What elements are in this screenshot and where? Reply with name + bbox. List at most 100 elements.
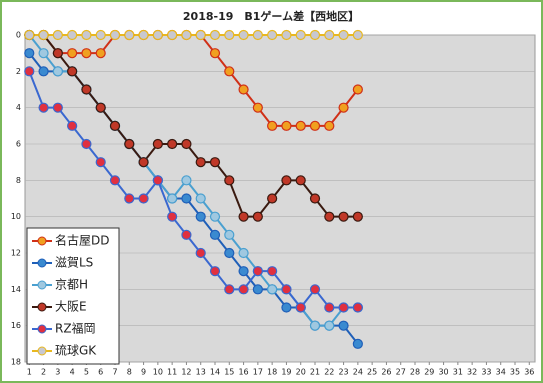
x-tick-label: 20 <box>296 368 306 377</box>
data-point <box>81 29 92 41</box>
data-point <box>295 29 306 41</box>
data-point <box>38 29 49 41</box>
data-point <box>252 266 263 277</box>
x-tick-label: 9 <box>141 368 146 377</box>
data-point <box>167 138 178 150</box>
data-point <box>281 120 292 131</box>
data-point <box>252 102 263 113</box>
data-point <box>38 48 49 59</box>
x-tick-label: 10 <box>153 368 163 377</box>
data-point <box>38 66 49 77</box>
data-point <box>195 193 206 204</box>
x-tick-label: 17 <box>253 368 263 377</box>
data-point <box>309 120 321 131</box>
data-point <box>295 175 306 186</box>
x-tick-label: 1 <box>27 368 32 377</box>
data-point <box>224 29 235 41</box>
data-point <box>238 247 249 259</box>
data-point <box>52 66 63 77</box>
data-point <box>267 29 278 41</box>
data-point <box>67 48 78 59</box>
legend-label: 京都H <box>55 278 88 292</box>
data-point <box>338 211 349 222</box>
data-point <box>324 302 335 313</box>
data-point <box>138 193 149 204</box>
x-tick-label: 26 <box>381 368 391 377</box>
x-tick-label: 11 <box>167 368 177 377</box>
data-point <box>167 193 178 204</box>
data-point <box>224 66 235 77</box>
legend-marker <box>37 346 47 356</box>
data-point <box>138 157 149 168</box>
data-point <box>109 120 121 131</box>
data-point <box>352 84 363 95</box>
data-point <box>209 211 221 222</box>
data-point <box>324 211 335 222</box>
x-tick-label: 33 <box>481 368 491 377</box>
legend-label: 琉球GK <box>55 344 97 358</box>
y-tick-label: 14 <box>11 285 21 294</box>
data-point <box>124 193 135 204</box>
x-tick-label: 3 <box>55 368 60 377</box>
data-point <box>209 266 221 277</box>
data-point <box>67 29 78 41</box>
data-point <box>281 284 292 295</box>
data-point <box>352 211 363 222</box>
data-point <box>281 302 292 313</box>
data-point <box>95 157 106 168</box>
data-point <box>38 102 49 113</box>
data-point <box>109 29 121 41</box>
y-tick-label: 18 <box>11 358 21 367</box>
data-point <box>238 29 249 41</box>
data-point <box>267 193 278 204</box>
legend-label: 名古屋DD <box>55 233 109 248</box>
data-point <box>209 29 221 41</box>
x-tick-label: 4 <box>70 368 75 377</box>
data-point <box>309 193 321 204</box>
data-point <box>181 29 192 41</box>
data-point <box>252 284 263 295</box>
data-point <box>324 29 335 41</box>
x-tick-label: 25 <box>367 368 377 377</box>
y-tick-label: 4 <box>16 103 21 112</box>
data-point <box>338 29 349 41</box>
y-tick-label: 6 <box>16 140 21 149</box>
legend-marker <box>37 324 47 334</box>
data-point <box>195 247 206 259</box>
x-tick-label: 24 <box>353 368 363 377</box>
x-tick-label: 34 <box>496 368 506 377</box>
data-point <box>295 302 306 313</box>
data-point <box>224 284 235 295</box>
data-point <box>24 29 35 41</box>
x-tick-label: 23 <box>338 368 348 377</box>
data-point <box>81 48 92 59</box>
data-point <box>324 120 335 131</box>
data-point <box>238 266 249 277</box>
data-point <box>81 138 92 150</box>
x-tick-label: 13 <box>196 368 206 377</box>
data-point <box>267 266 278 277</box>
data-point <box>181 175 192 186</box>
data-point <box>352 302 363 313</box>
chart-title: 2018-19 B1ゲーム差【西地区】 <box>183 9 359 23</box>
x-tick-label: 5 <box>84 368 89 377</box>
data-point <box>209 229 221 240</box>
x-tick-label: 21 <box>310 368 320 377</box>
data-point <box>95 29 106 41</box>
data-point <box>352 29 363 41</box>
data-point <box>267 284 278 295</box>
data-point <box>138 29 149 41</box>
data-point <box>238 284 249 295</box>
data-point <box>309 29 321 41</box>
data-point <box>52 102 63 113</box>
x-tick-label: 32 <box>467 368 477 377</box>
y-tick-label: 2 <box>16 67 21 76</box>
legend-marker <box>37 280 47 290</box>
data-point <box>167 29 178 41</box>
data-point <box>181 138 192 150</box>
data-point <box>252 211 263 222</box>
data-point <box>267 120 278 131</box>
data-point <box>195 211 206 222</box>
data-point <box>124 138 135 150</box>
x-tick-label: 35 <box>510 368 520 377</box>
